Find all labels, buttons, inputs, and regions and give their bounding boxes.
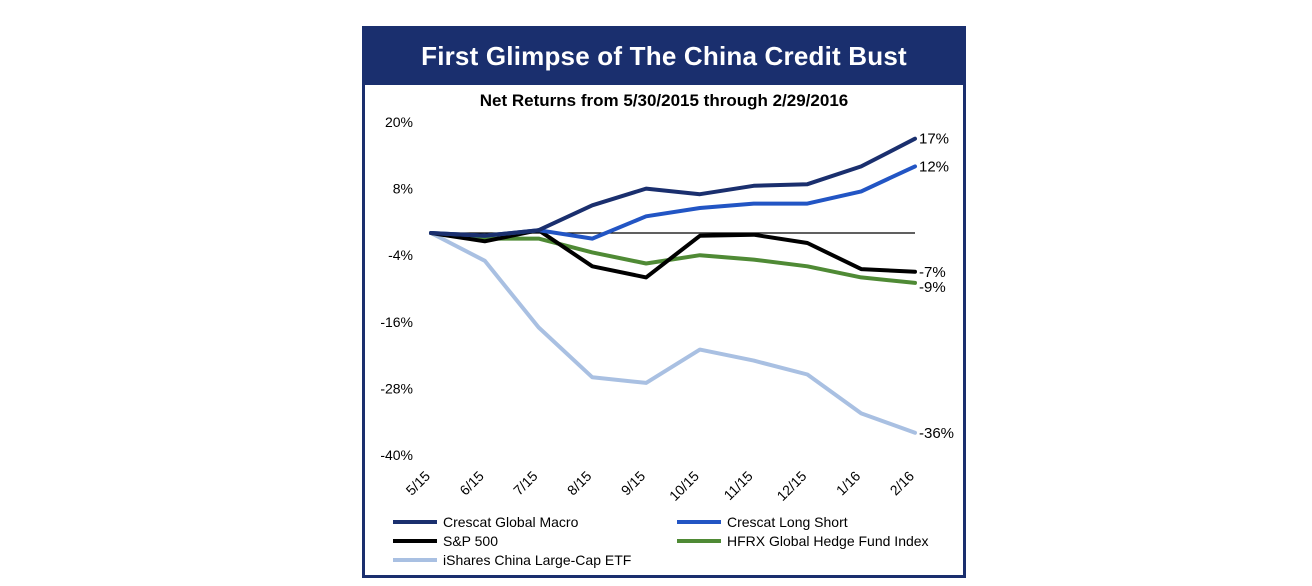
x-tick-label: 8/15 [564,468,595,499]
x-tick-label: 11/15 [720,468,756,504]
x-tick-label: 7/15 [510,468,541,499]
x-tick-label: 5/15 [403,468,434,499]
series-end-label: -9% [919,279,946,296]
x-tick-label: 6/15 [456,468,487,499]
series-line [429,231,917,285]
series-line [429,231,917,435]
x-tick-label: 1/16 [833,468,864,499]
y-tick-label: -28% [380,380,413,396]
series-end-label: -7% [919,264,946,281]
chart-subtitle: Net Returns from 5/30/2015 through 2/29/… [479,91,849,110]
x-tick-label: 10/15 [666,468,702,504]
x-tick-label: 9/15 [618,468,649,499]
x-tick-label: 12/15 [773,468,809,504]
chart-title: First Glimpse of The China Credit Bust [421,41,907,71]
y-tick-label: 8% [393,181,413,197]
line-chart: 20% 8% -4% -16% -28% -40% 5/15 6/15 7/15 8/15 9/15… [380,114,954,504]
series-end-label: 17% [919,131,949,148]
x-tick-label: 2/16 [887,468,918,499]
chart-frame: First Glimpse of The China Credit Bust N… [362,26,966,578]
y-tick-label: -40% [380,447,413,463]
y-tick-label: -4% [388,247,413,263]
series-line [429,164,917,241]
y-tick-label: -16% [380,314,413,330]
series-end-label: -36% [919,425,954,442]
title-bar: First Glimpse of The China Credit Bust [365,29,963,85]
series-end-label: 12% [919,158,949,175]
series-line [429,136,917,238]
y-tick-label: 20% [385,114,413,130]
series-line [429,228,917,280]
